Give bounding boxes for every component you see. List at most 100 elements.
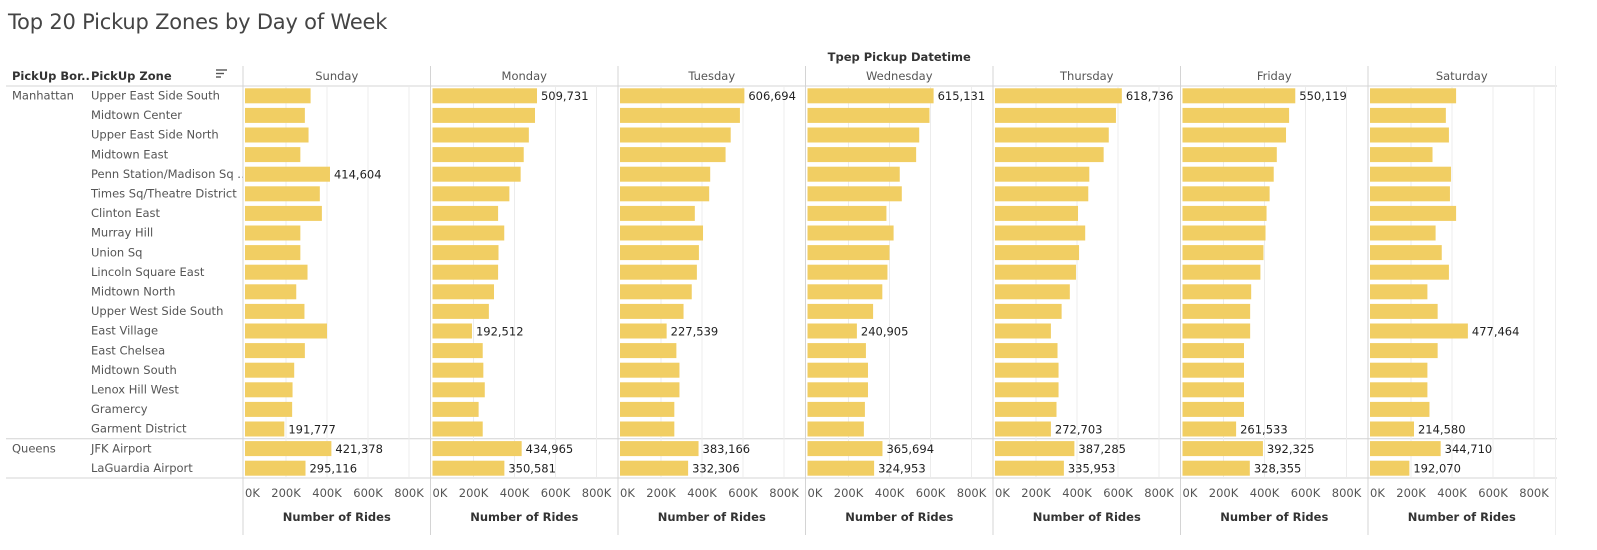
data-label: 434,965 [526,442,574,456]
bar [1182,166,1274,182]
data-label: 328,355 [1254,462,1302,476]
bar [807,264,888,280]
bar [807,343,866,359]
bar [1182,323,1251,339]
data-label: 509,731 [541,89,589,103]
row-header-zone: PickUp Zone [91,69,172,83]
bar [432,284,494,300]
bar [995,441,1075,457]
data-label: 332,306 [692,462,740,476]
x-tick-label: 0K [995,486,1010,500]
bar [995,186,1089,202]
bar [807,284,883,300]
data-label: 383,166 [703,442,751,456]
x-tick-label: 600K [1478,486,1508,500]
bar [995,205,1079,221]
bar [807,127,920,143]
bar [245,421,285,437]
x-tick-label: 400K [687,486,717,500]
bar [807,323,857,339]
zone-label: Penn Station/Madison Sq .. [91,167,245,181]
bar [995,88,1122,104]
zone-label: Gramercy [91,402,148,416]
bar [807,186,902,202]
x-tick-label: 200K [1396,486,1426,500]
bar [807,303,874,319]
bar [807,245,890,261]
x-tick-label: 400K [1062,486,1092,500]
bar [1182,343,1244,359]
zone-label: Midtown South [91,363,177,377]
bar [1370,225,1436,241]
bar [245,264,308,280]
x-axis-title: Number of Rides [1408,510,1516,524]
borough-label: Manhattan [12,89,74,103]
bar [995,323,1051,339]
bar [245,245,301,261]
x-tick-label: 800K [957,486,987,500]
row-header-borough: PickUp Bor.. [12,69,90,83]
x-tick-label: 0K [1370,486,1385,500]
x-axis-title: Number of Rides [845,510,953,524]
bar [807,401,865,417]
zone-label: East Village [91,324,158,338]
day-header: Wednesday [866,69,933,83]
data-label: 214,580 [1418,422,1466,436]
data-label: 272,703 [1055,422,1103,436]
bar [1182,245,1264,261]
bar [432,303,489,319]
bar [620,225,704,241]
x-tick-label: 400K [312,486,342,500]
x-tick-label: 200K [1021,486,1051,500]
bar [1370,382,1428,398]
zone-label: Midtown Center [91,108,182,122]
bar [620,421,675,437]
bar [807,421,864,437]
day-header: Sunday [315,69,358,83]
day-header: Tuesday [687,69,735,83]
bar [245,127,309,143]
bar [245,303,305,319]
bar [807,460,875,476]
bar [1182,460,1250,476]
bar [1182,107,1290,123]
bar [245,186,320,202]
x-tick-label: 0K [808,486,823,500]
bar [1182,303,1251,319]
bar [432,264,499,280]
data-label: 344,710 [1445,442,1493,456]
data-label: 335,953 [1068,462,1116,476]
zone-label: Lenox Hill West [91,383,179,397]
bar [245,166,330,182]
data-label: 387,285 [1078,442,1126,456]
bar [995,166,1090,182]
bar [620,205,695,221]
bar [995,264,1076,280]
data-label: 421,378 [335,442,383,456]
x-tick-label: 800K [1519,486,1549,500]
bar [620,166,711,182]
bar [1182,382,1244,398]
bar [1182,186,1270,202]
bar [432,225,505,241]
bar [1182,225,1266,241]
bar [432,186,510,202]
bar [1370,284,1428,300]
bar [620,401,675,417]
day-header: Friday [1257,69,1292,83]
data-label: 618,736 [1126,89,1174,103]
bar [995,225,1086,241]
bar [1182,88,1296,104]
x-tick-label: 600K [1103,486,1133,500]
day-header: Monday [502,69,548,83]
data-label: 261,533 [1240,422,1288,436]
data-label: 414,604 [334,168,382,182]
day-header: Thursday [1059,69,1114,83]
bar [807,166,900,182]
x-tick-label: 600K [916,486,946,500]
bar [1370,441,1441,457]
bar [245,441,332,457]
zone-label: Upper East Side South [91,89,220,103]
bar [245,205,322,221]
x-tick-label: 0K [1183,486,1198,500]
